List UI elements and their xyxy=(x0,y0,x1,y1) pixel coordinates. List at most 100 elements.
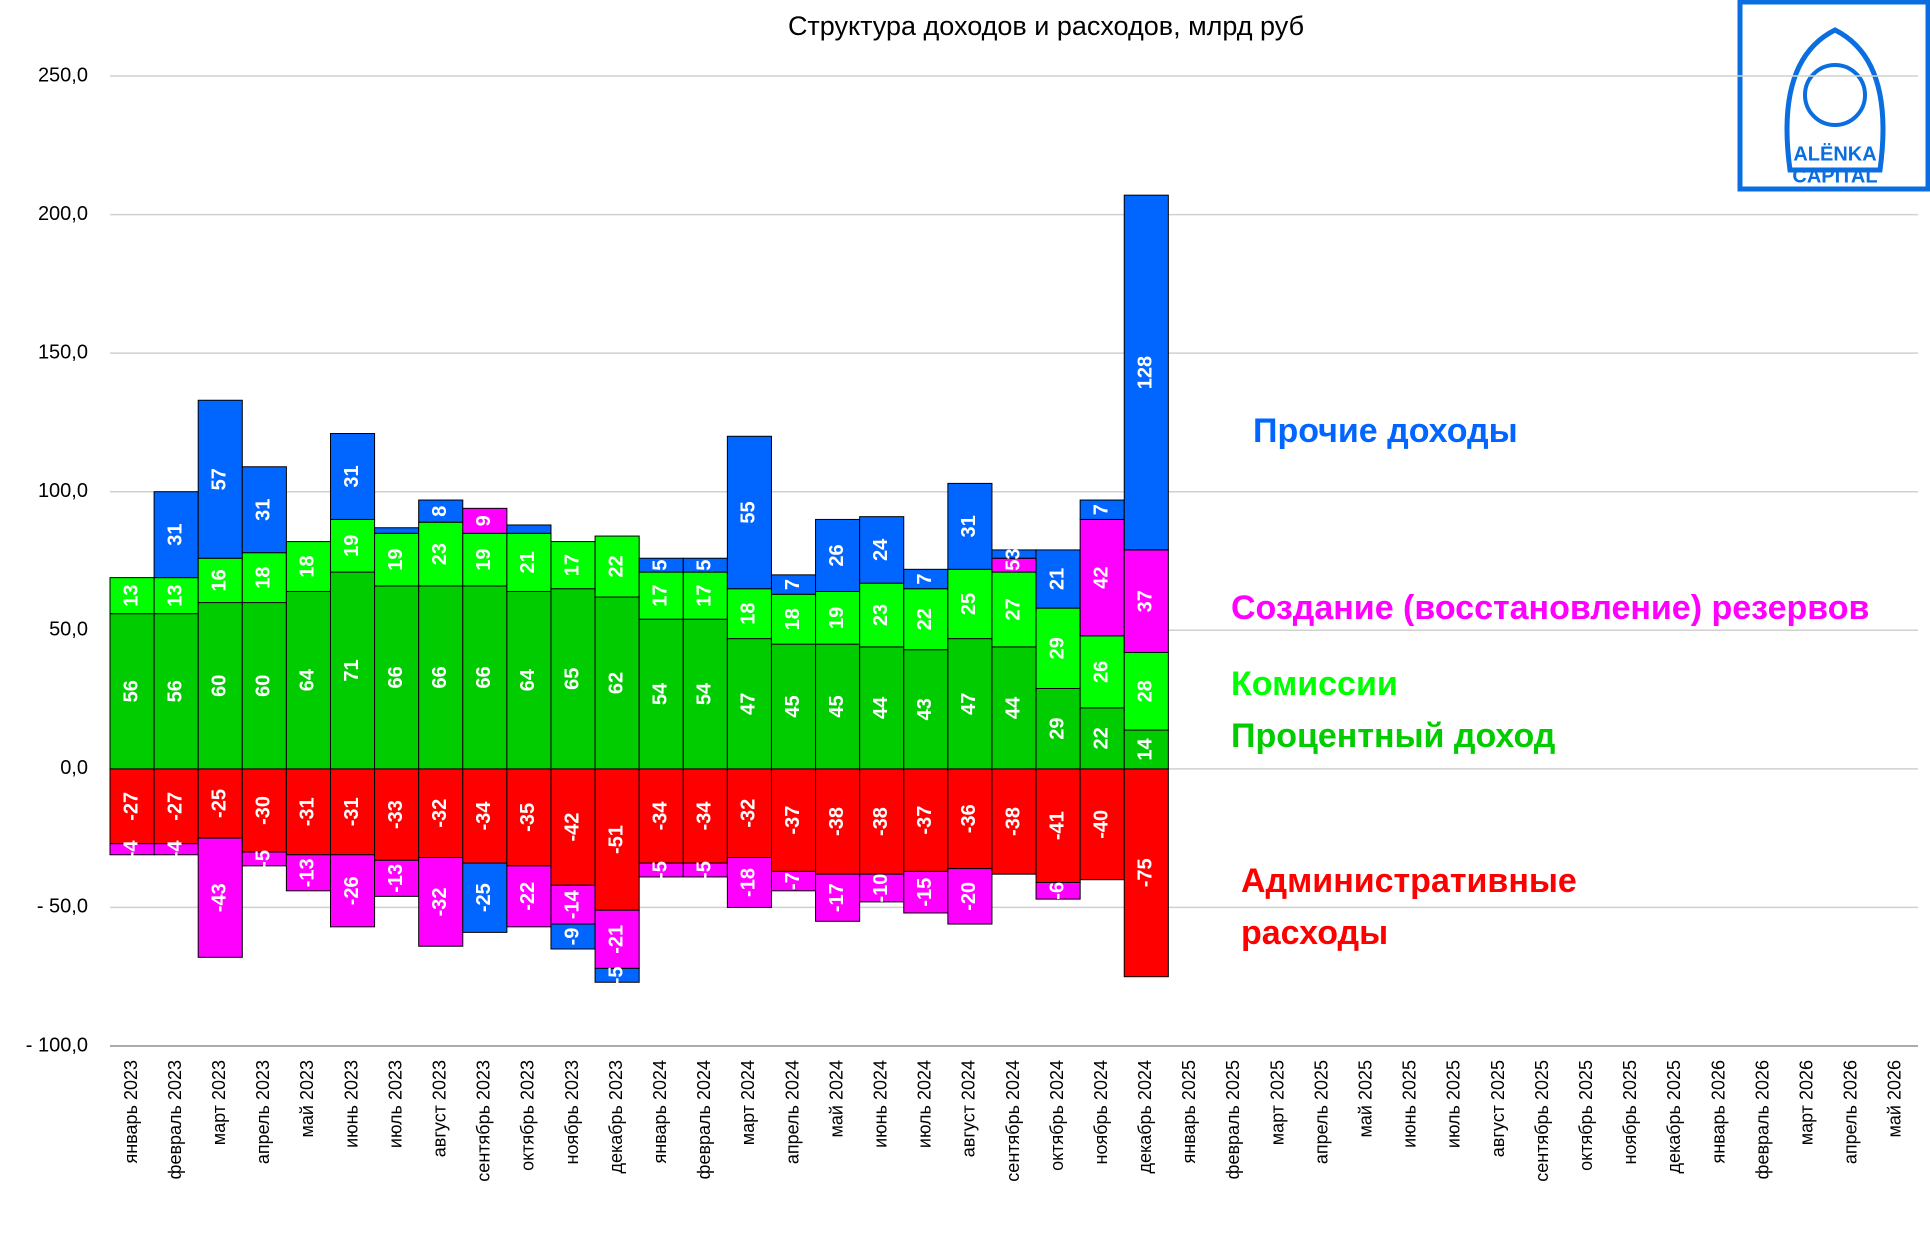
logo-doll xyxy=(1784,27,1886,173)
value-label: 64 xyxy=(297,668,319,691)
x-tick-label: март 2023 xyxy=(209,1060,229,1145)
x-tick-label: май 2024 xyxy=(826,1060,846,1137)
bar-segment xyxy=(197,602,243,770)
legend-entry: Процентный доход xyxy=(1231,717,1556,755)
bar-segment xyxy=(418,768,464,859)
value-label: -37 xyxy=(914,806,936,835)
value-label: 60 xyxy=(209,675,231,697)
value-label: 17 xyxy=(561,554,583,576)
value-label: -30 xyxy=(253,796,275,825)
x-tick-label: сентябрь 2025 xyxy=(1532,1060,1552,1182)
bar-segment xyxy=(1035,687,1081,770)
value-label: 17 xyxy=(650,585,672,607)
value-label: 7 xyxy=(1090,504,1112,515)
bar-segment xyxy=(726,435,772,590)
x-tick-label: октябрь 2024 xyxy=(1047,1060,1067,1171)
bar-segment xyxy=(947,768,993,870)
bar-segment xyxy=(594,535,640,598)
bar-segment xyxy=(1079,518,1125,637)
bar-segment xyxy=(815,873,861,922)
value-label: 14 xyxy=(1135,737,1157,760)
bar-segment xyxy=(770,593,817,645)
value-label: 22 xyxy=(605,555,627,577)
value-label: 18 xyxy=(253,567,275,589)
value-label: 18 xyxy=(782,608,804,630)
bar-segment xyxy=(1035,549,1081,609)
bar-segment xyxy=(374,527,420,534)
bar-segment xyxy=(903,649,949,770)
value-label: 45 xyxy=(826,695,848,717)
value-label: -34 xyxy=(694,801,716,831)
x-tick-label: апрель 2024 xyxy=(782,1060,802,1164)
bar-segment xyxy=(506,590,552,770)
value-label: -10 xyxy=(870,874,892,903)
x-tick-label: апрель 2025 xyxy=(1311,1060,1331,1164)
bar-segment xyxy=(374,585,420,770)
value-label: 16 xyxy=(209,569,231,591)
value-label: -38 xyxy=(1002,807,1024,836)
x-tick-label: ноябрь 2024 xyxy=(1091,1060,1111,1164)
value-label: -6 xyxy=(1046,882,1068,900)
value-label: 28 xyxy=(1135,680,1157,702)
value-label: 47 xyxy=(738,693,760,715)
bar-segment xyxy=(638,618,684,770)
value-label: 66 xyxy=(473,666,495,688)
x-tick-label: март 2024 xyxy=(738,1060,758,1145)
bar-segment xyxy=(197,837,243,958)
bar-segment xyxy=(859,768,905,875)
value-label: 64 xyxy=(517,668,539,691)
value-label: -27 xyxy=(164,792,186,821)
bar-segment xyxy=(506,865,552,928)
value-label: 5 xyxy=(650,560,672,571)
value-label: 56 xyxy=(120,680,142,702)
bar-segment xyxy=(329,854,376,928)
bar-segment xyxy=(462,507,508,534)
bar-segment xyxy=(153,613,199,770)
bar-segment xyxy=(726,638,772,770)
x-tick-label: ноябрь 2025 xyxy=(1620,1060,1640,1164)
x-tick-label: апрель 2026 xyxy=(1841,1060,1861,1164)
bar-segment xyxy=(241,602,287,770)
value-label: -5 xyxy=(650,861,672,879)
x-tick-label: февраль 2023 xyxy=(165,1060,185,1179)
value-label: -13 xyxy=(297,858,319,887)
x-tick-label: февраль 2026 xyxy=(1752,1060,1772,1179)
y-tick-label: - 100,0 xyxy=(26,1034,88,1056)
value-label: 31 xyxy=(253,499,275,521)
value-label: 29 xyxy=(1046,637,1068,659)
x-tick-label: декабрь 2023 xyxy=(606,1060,626,1174)
bar-segment xyxy=(153,768,199,845)
value-label: 37 xyxy=(1135,590,1157,612)
logo-text: CAPITAL xyxy=(1792,165,1877,187)
bar-segment xyxy=(947,482,993,570)
bar-segment xyxy=(859,646,905,770)
value-label: -15 xyxy=(914,878,936,907)
value-label: -31 xyxy=(341,797,363,826)
value-label: 25 xyxy=(958,593,980,615)
value-label: 17 xyxy=(694,585,716,607)
bar-segment xyxy=(550,768,596,886)
value-label: 31 xyxy=(958,515,980,537)
value-label: 31 xyxy=(341,465,363,487)
bar-segment xyxy=(550,884,596,925)
value-label: -31 xyxy=(297,797,319,826)
bar-segment xyxy=(815,518,861,592)
bar-segment xyxy=(241,466,287,554)
logo-text: ALËNKA xyxy=(1793,142,1876,165)
value-label: 3 xyxy=(1002,549,1024,560)
value-label: 55 xyxy=(738,501,760,523)
x-tick-label: декабрь 2024 xyxy=(1135,1060,1155,1174)
value-label: 13 xyxy=(164,585,186,607)
value-label: 31 xyxy=(164,524,186,546)
value-label: -43 xyxy=(209,883,231,912)
bar-segment xyxy=(1035,881,1081,900)
value-label: -20 xyxy=(958,882,980,911)
value-label: 7 xyxy=(782,579,804,590)
value-label: -34 xyxy=(650,801,672,831)
value-label: 54 xyxy=(650,682,672,705)
bar-segment xyxy=(418,585,464,770)
value-label: -32 xyxy=(429,799,451,828)
value-label: -9 xyxy=(561,928,583,946)
bar-segment xyxy=(903,768,949,872)
value-label: -25 xyxy=(209,789,231,818)
